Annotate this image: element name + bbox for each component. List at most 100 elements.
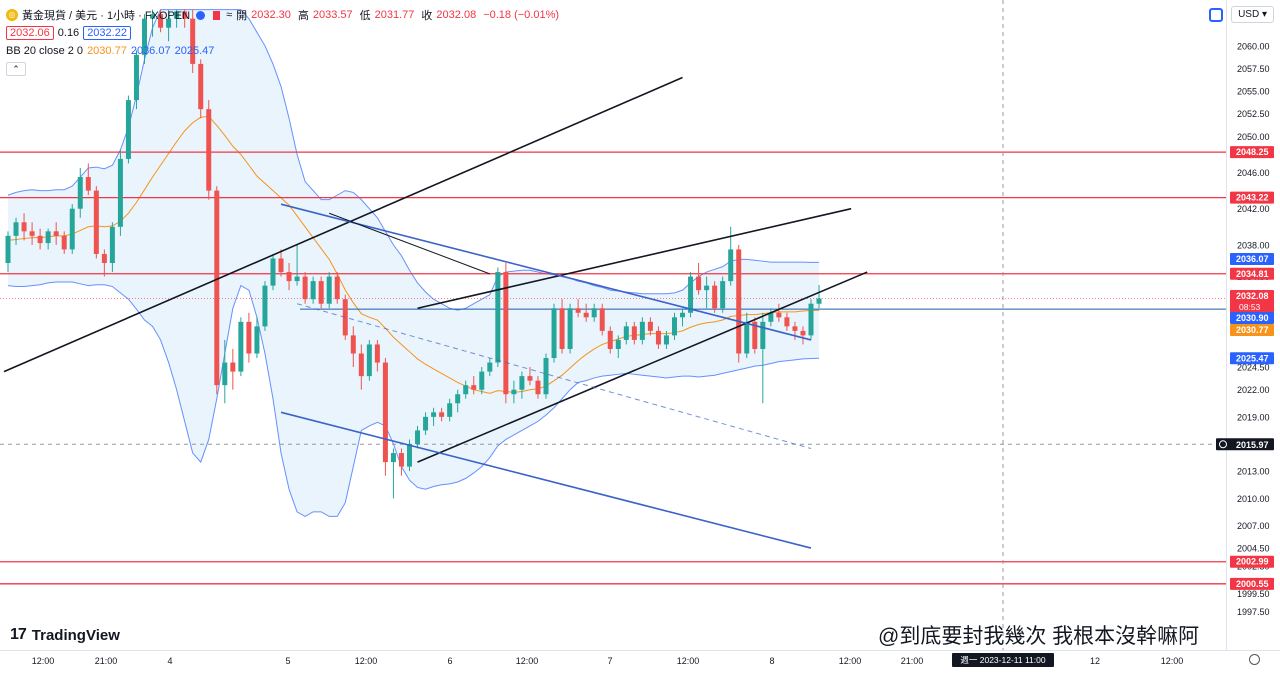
spread-value: 0.16 [57, 27, 80, 39]
candle-body [752, 321, 758, 349]
candle-body [190, 18, 196, 64]
time-tick-label: 21:00 [95, 656, 118, 666]
hline-price-tag: 2034.81 [1236, 269, 1269, 279]
symbol-title[interactable]: 黃金現貨 / 美元 · 1小時 · FXOPEN [22, 10, 191, 22]
screenshot-icon[interactable] [1209, 7, 1224, 22]
candle-body [174, 11, 180, 19]
candle-body [310, 281, 316, 300]
high-label: 高 [297, 10, 309, 22]
candle-body [688, 276, 694, 313]
candle-body [85, 177, 91, 191]
candle-body [382, 362, 388, 463]
time-tick-label: 12:00 [32, 656, 55, 666]
candle-body [800, 330, 806, 336]
sell-price-button[interactable]: 2032.06 [6, 26, 54, 40]
cursor-time-tag-bg [952, 653, 1054, 667]
candle-body [439, 412, 445, 417]
candle-body [471, 385, 477, 390]
high-value: 2033.57 [312, 9, 353, 21]
open-label: 開 [236, 10, 248, 22]
bb-mid-line [7, 115, 820, 394]
price-tick-label: 2052.50 [1237, 109, 1270, 119]
candle-body [230, 362, 236, 372]
change-value: −0.18 (−0.01%) [483, 9, 560, 21]
flag-icon[interactable] [213, 10, 221, 20]
price-tag: 2030.77 [1236, 325, 1269, 335]
time-tick-label: 12:00 [1161, 656, 1184, 666]
candle-body [238, 321, 244, 372]
candle-body [663, 335, 669, 345]
plus-circle-icon [1219, 440, 1227, 449]
candle-body [816, 298, 822, 304]
hline-price-tag-bg [1230, 577, 1274, 590]
candle-body [647, 321, 653, 331]
cursor-price-tag: 2015.97 [1236, 440, 1269, 450]
candle-body [599, 308, 605, 331]
compare-icon[interactable]: ≈ [226, 9, 233, 21]
candle-body [166, 18, 172, 28]
plot-area [0, 0, 1226, 650]
bb-lower-value: 2025.47 [174, 45, 215, 57]
candle-body [712, 285, 718, 309]
candle-body [150, 14, 156, 19]
candle-body [117, 158, 123, 227]
candle-body [318, 281, 324, 304]
candle-body [246, 321, 252, 354]
candle-body [696, 276, 702, 291]
time-tick-label: 12:00 [516, 656, 539, 666]
price-tick-label: 2007.00 [1237, 521, 1270, 531]
candle-body [744, 321, 750, 354]
price-tag-bg [1230, 312, 1274, 324]
candle-body [407, 444, 412, 467]
close-value: 2032.08 [436, 9, 477, 21]
candle-body [366, 344, 372, 377]
candle-body [222, 362, 228, 386]
buy-price-button[interactable]: 2032.22 [83, 26, 131, 40]
candle-body [45, 231, 51, 244]
bb-indicator-label[interactable]: BB 20 close 2 0 [6, 45, 84, 57]
indicator-row[interactable]: BB 20 close 2 0 2030.77 2036.07 2025.47 [6, 42, 562, 60]
hline-price-tag: 2002.99 [1236, 557, 1269, 567]
price-tag-bg [1230, 290, 1274, 314]
price-tag-bg [1230, 324, 1274, 336]
hline-price-tag-bg [1230, 267, 1274, 280]
price-tick-label: 2042.00 [1237, 204, 1270, 214]
settings-gear-icon[interactable] [1249, 654, 1260, 665]
candle-body [214, 190, 220, 386]
candle-body [776, 312, 782, 318]
price-tick-label: 2024.50 [1237, 363, 1270, 373]
tradingview-logo[interactable]: 17 TradingView [10, 626, 120, 644]
candle-body [567, 308, 573, 349]
collapse-legend-button[interactable]: ⌃ [6, 62, 26, 76]
candle-body [302, 276, 308, 300]
candle-body [792, 326, 798, 331]
tradingview-mark-icon: 17 [10, 626, 27, 643]
currency-selector[interactable]: USD ▾ [1231, 6, 1274, 23]
candle-body [615, 339, 621, 349]
bb-mid-value: 2030.77 [87, 45, 127, 57]
candle-body [768, 312, 774, 322]
price-tick-label: 2010.00 [1237, 494, 1270, 504]
bb-lower-line [7, 281, 820, 517]
candle-body [479, 371, 485, 390]
gold-symbol-icon: ◎ [6, 9, 18, 21]
candle-body [415, 430, 421, 444]
candle-body [631, 326, 637, 340]
candle-body [511, 389, 517, 395]
price-tick-label: 2013.00 [1237, 467, 1270, 477]
cursor-price-tag-bg [1216, 438, 1274, 451]
trend-line [296, 303, 812, 450]
candle-body [760, 321, 766, 349]
open-value: 2032.30 [251, 9, 291, 21]
hline-price-tag: 2048.25 [1236, 147, 1269, 157]
candle-body [720, 281, 726, 309]
bb-upper-value: 2036.07 [130, 45, 171, 57]
candle-body [254, 326, 260, 354]
candle-body [133, 54, 139, 101]
candle-body [607, 330, 613, 349]
author-watermark: @到底要封我幾次 我根本沒幹嘛阿 [878, 625, 1200, 648]
candle-body [13, 222, 19, 236]
